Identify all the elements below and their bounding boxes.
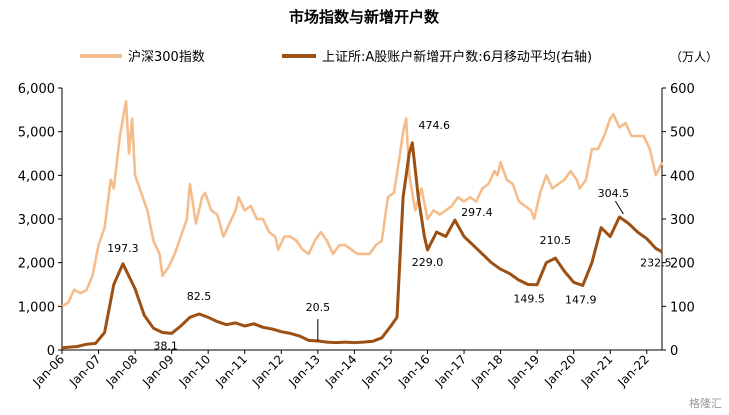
data-label: 232.5: [640, 256, 672, 269]
x-tick-label: Jan-13: [285, 352, 323, 390]
x-tick-label: Jan-19: [505, 352, 543, 390]
right-tick-label: 300: [670, 213, 695, 228]
x-tick-label: Jan-09: [139, 352, 177, 390]
right-axis-unit: （万人）: [670, 50, 718, 64]
data-label: 229.0: [412, 256, 444, 269]
legend-label-accounts: 上证所:A股账户新增开户数:6月移动平均(右轴): [322, 49, 592, 65]
x-tick-label: Jan-14: [322, 352, 360, 390]
right-tick-label: 600: [670, 82, 695, 97]
data-label: 147.9: [565, 293, 597, 306]
right-tick-label: 100: [670, 300, 695, 315]
data-label: 82.5: [187, 290, 212, 303]
annotations: 197.3 38.1 82.5 20.5 474.6 229.0 297.4 149.5 210…: [107, 119, 671, 353]
x-tick-label: Jan-10: [176, 352, 214, 390]
data-label: 210.5: [540, 234, 572, 247]
x-tick-label: Jan-17: [432, 352, 470, 390]
x-tick-label: Jan-22: [614, 352, 652, 390]
left-tick-label: 0: [47, 344, 55, 359]
chart-title: 市场指数与新增开户数: [289, 8, 440, 26]
x-tick-label: Jan-12: [249, 352, 287, 390]
data-label: 304.5: [598, 187, 630, 200]
legend-label-csi300: 沪深300指数: [128, 49, 205, 65]
left-tick-label: 2,000: [18, 257, 55, 272]
x-tick-label: Jan-08: [103, 352, 141, 390]
x-tick-label: Jan-11: [212, 352, 250, 390]
x-tick-label: Jan-15: [359, 352, 397, 390]
x-tick-label: Jan-16: [395, 352, 433, 390]
annotation-leader: [614, 200, 624, 215]
legend: 沪深300指数 上证所:A股账户新增开户数:6月移动平均(右轴) （万人）: [80, 49, 718, 65]
watermark: 格隆汇: [689, 396, 722, 410]
data-label: 20.5: [306, 301, 331, 314]
right-tick-label: 400: [670, 169, 695, 184]
right-tick-label: 0: [670, 344, 678, 359]
data-label: 474.6: [419, 119, 451, 132]
left-tick-label: 3,000: [18, 213, 55, 228]
data-label: 149.5: [513, 293, 545, 306]
left-tick-label: 5,000: [18, 126, 55, 141]
data-label: 197.3: [107, 242, 139, 255]
x-tick-label: Jan-18: [468, 352, 506, 390]
data-label: 38.1: [153, 339, 178, 352]
right-tick-label: 200: [670, 257, 695, 272]
series-line-csi300: [61, 99, 664, 308]
left-tick-label: 6,000: [18, 82, 55, 97]
left-tick-label: 4,000: [18, 169, 55, 184]
plot-area: [61, 99, 664, 350]
data-label: 297.4: [461, 206, 493, 219]
left-tick-label: 1,000: [18, 300, 55, 315]
x-tick-label: Jan-20: [541, 352, 579, 390]
right-tick-label: 500: [670, 126, 695, 141]
x-tick-label: Jan-21: [578, 352, 616, 390]
series-line-accounts: [61, 141, 663, 350]
x-tick-label: Jan-07: [66, 352, 104, 390]
